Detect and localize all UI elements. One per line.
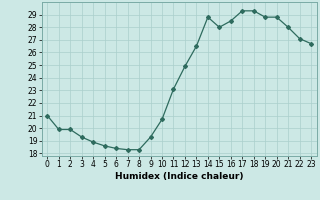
X-axis label: Humidex (Indice chaleur): Humidex (Indice chaleur) xyxy=(115,172,244,181)
